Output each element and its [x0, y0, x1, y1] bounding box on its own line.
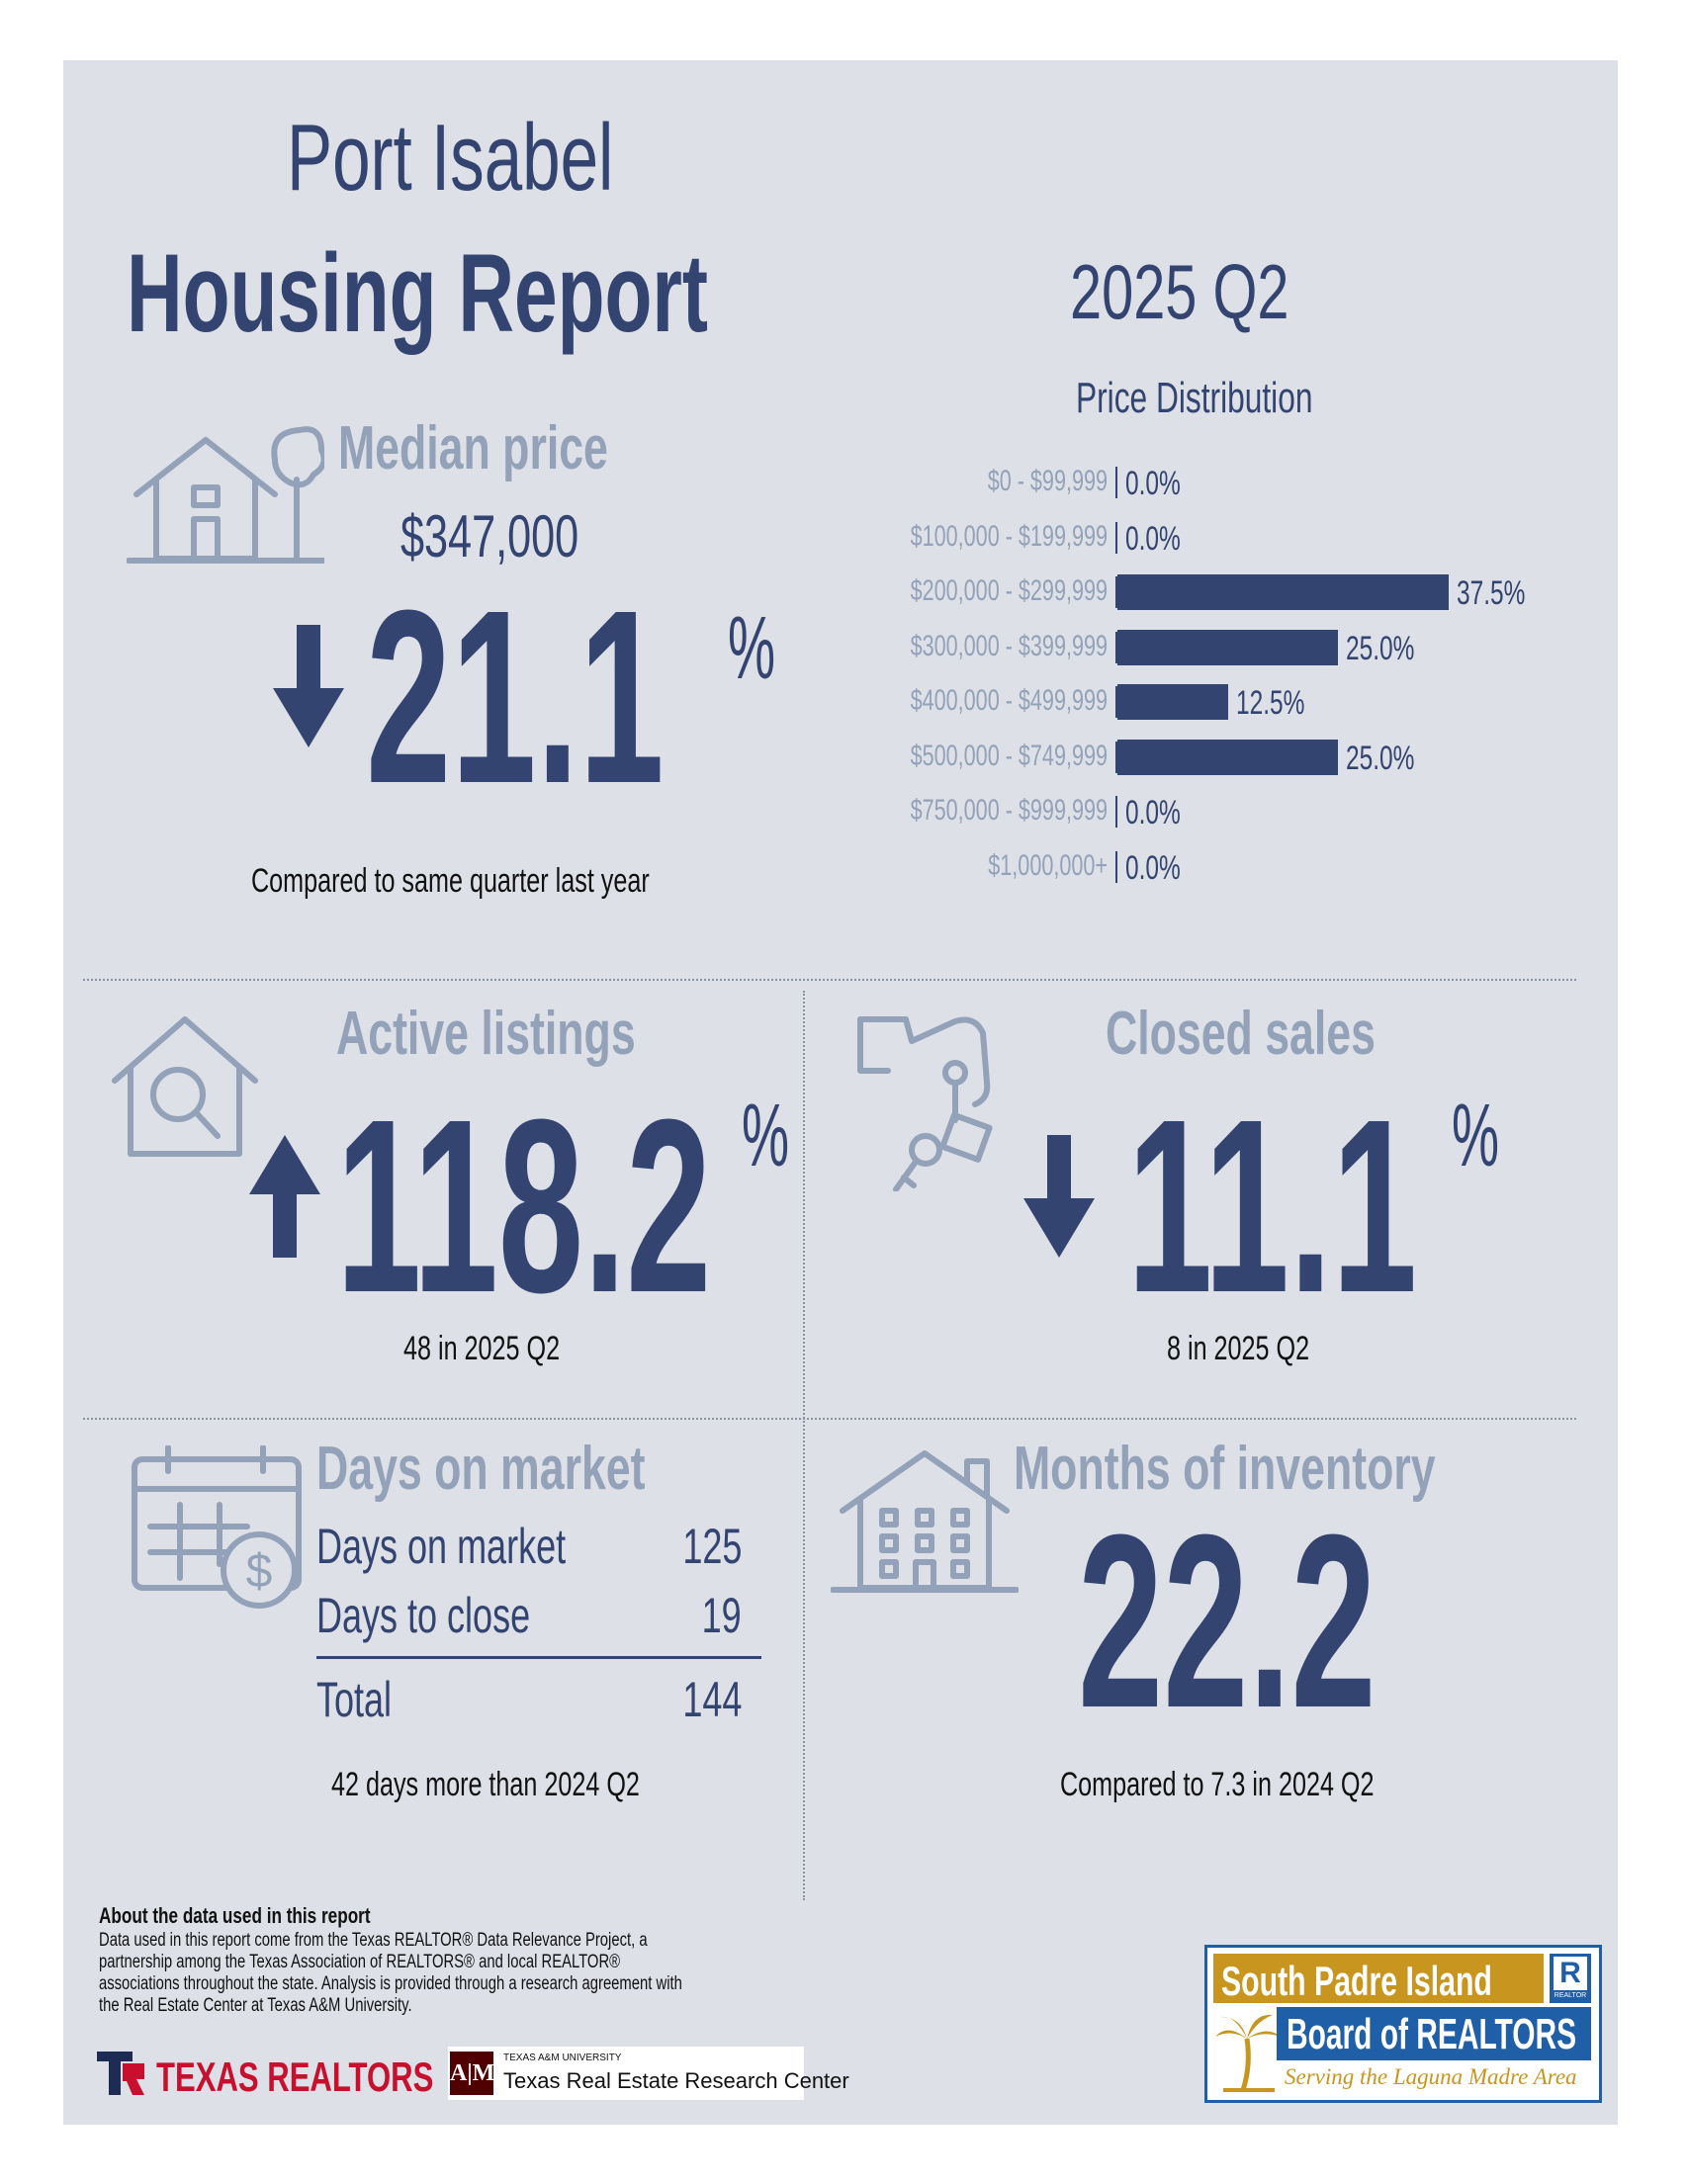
price-distribution-category-label: $750,000 - $999,999 — [910, 794, 1108, 827]
house-tree-icon — [127, 426, 324, 564]
price-distribution-value-label: 25.0% — [1346, 739, 1415, 777]
about-heading: About the data used in this report — [99, 1903, 371, 1928]
price-distribution-category-label: $300,000 - $399,999 — [910, 629, 1108, 662]
price-distribution-axis-tick — [1115, 796, 1117, 828]
about-text: Data used in this report come from the T… — [99, 1930, 682, 2016]
price-distribution-bar — [1117, 629, 1339, 665]
price-distribution-value-label: 0.0% — [1125, 519, 1181, 558]
days-on-market-label: Days on market — [316, 1519, 567, 1574]
price-distribution-category-label: $500,000 - $749,999 — [910, 739, 1108, 772]
report-title: Housing Report — [127, 231, 708, 355]
arrow-down-icon — [1023, 1135, 1095, 1258]
apartment-building-icon — [831, 1450, 1019, 1593]
divider-vertical — [803, 991, 805, 1900]
texas-realtors-wordmark: TEXAS REALTORS — [156, 2053, 434, 2100]
price-distribution-row: $300,000 - $399,999 25.0% — [821, 628, 1572, 667]
spi-gold-band — [1213, 1954, 1544, 2003]
price-distribution-row: $400,000 - $499,999 12.5% — [821, 682, 1572, 722]
months-inventory-heading: Months of inventory — [1014, 1435, 1436, 1503]
hand-keys-icon — [857, 1016, 993, 1191]
tamu-center-label: Texas Real Estate Research Center — [503, 2068, 849, 2093]
price-distribution-axis-tick — [1115, 686, 1117, 718]
days-on-market-note: 42 days more than 2024 Q2 — [331, 1766, 640, 1803]
report-panel — [63, 60, 1618, 2125]
closed-sales-pct: % — [1452, 1087, 1500, 1185]
price-distribution-bar — [1117, 574, 1449, 610]
price-distribution-value-label: 0.0% — [1125, 848, 1181, 887]
calendar-money-icon: $ — [132, 1445, 302, 1609]
price-distribution-row: $0 - $99,999 0.0% — [821, 463, 1572, 502]
days-on-market-value: 125 — [681, 1519, 742, 1574]
arrow-up-icon — [249, 1135, 320, 1258]
tamu-atm-icon: A|M — [450, 2052, 494, 2095]
median-price-heading: Median price — [338, 414, 608, 482]
price-distribution-axis-tick — [1115, 576, 1117, 608]
price-distribution-value-label: 0.0% — [1125, 465, 1181, 502]
price-distribution-value-label: 12.5% — [1235, 684, 1305, 722]
tamu-logo: A|M TEXAS A&M UNIVERSITY Texas Real Esta… — [448, 2047, 849, 2100]
report-period: 2025 Q2 — [1070, 248, 1289, 335]
months-inventory-note: Compared to 7.3 in 2024 Q2 — [1060, 1766, 1375, 1803]
price-distribution-value-label: 37.5% — [1457, 574, 1526, 612]
closed-sales-change: 11.1 — [1127, 1068, 1418, 1344]
svg-text:$: $ — [246, 1545, 273, 1598]
palm-tree-icon — [1213, 2011, 1283, 2092]
price-distribution-row: $750,000 - $999,999 0.0% — [821, 792, 1572, 831]
days-to-close-value: 19 — [701, 1588, 742, 1643]
median-price-change: 21.1 — [366, 559, 665, 834]
price-distribution-category-label: $0 - $99,999 — [987, 465, 1108, 497]
days-to-close-label: Days to close — [316, 1588, 531, 1643]
spi-board-logo: South Padre Island R REALTOR Board of RE… — [1204, 1945, 1602, 2103]
price-distribution-value-label: 0.0% — [1125, 794, 1181, 831]
spi-blue-band — [1277, 2007, 1591, 2060]
median-price-note: Compared to same quarter last year — [251, 862, 650, 900]
active-listings-heading: Active listings — [336, 1000, 636, 1068]
spi-line2: Board of REALTORS — [1287, 2010, 1577, 2058]
total-value: 144 — [681, 1672, 742, 1727]
price-distribution-value-label: 25.0% — [1346, 629, 1415, 667]
days-on-market-heading: Days on market — [316, 1435, 646, 1503]
price-distribution-category-label: $400,000 - $499,999 — [910, 684, 1108, 717]
price-distribution-bar — [1117, 684, 1228, 720]
active-listings-note: 48 in 2025 Q2 — [403, 1330, 561, 1367]
realtor-r-icon: R REALTOR — [1550, 1954, 1591, 2003]
active-listings-pct: % — [742, 1087, 790, 1185]
price-distribution-category-label: $100,000 - $199,999 — [910, 519, 1108, 553]
spi-line1: South Padre Island — [1221, 1958, 1492, 2004]
price-distribution-row: $100,000 - $199,999 0.0% — [821, 518, 1572, 558]
price-distribution-category-label: $1,000,000+ — [988, 848, 1108, 882]
price-distribution-row: $500,000 - $749,999 25.0% — [821, 738, 1572, 777]
texas-realtors-mark-icon — [97, 2052, 144, 2095]
months-inventory-value: 22.2 — [1078, 1483, 1377, 1759]
report-title-city: Port Isabel — [287, 105, 614, 211]
realtor-r-label: REALTOR — [1554, 1992, 1587, 1999]
price-distribution-row: $200,000 - $299,999 37.5% — [821, 572, 1572, 612]
price-distribution-category-label: $200,000 - $299,999 — [910, 574, 1108, 607]
texas-realtors-logo: TEXAS REALTORS — [97, 2050, 433, 2100]
closed-sales-heading: Closed sales — [1106, 1000, 1376, 1068]
divider-horizontal-top — [83, 979, 1576, 981]
active-listings-change: 118.2 — [336, 1068, 712, 1344]
price-distribution-axis-tick — [1115, 741, 1117, 773]
price-distribution-bar — [1117, 739, 1339, 775]
tamu-university-label: TEXAS A&M UNIVERSITY — [503, 2053, 622, 2063]
arrow-down-icon — [273, 625, 344, 747]
price-distribution-axis-tick — [1115, 631, 1117, 663]
price-distribution-row: $1,000,000+ 0.0% — [821, 847, 1572, 887]
spi-tagline: Serving the Laguna Madre Area — [1285, 2064, 1577, 2089]
house-search-icon — [112, 1016, 258, 1157]
divider-horizontal-middle — [83, 1418, 1576, 1420]
price-distribution-axis-tick — [1115, 850, 1117, 883]
total-rule — [316, 1656, 761, 1659]
closed-sales-note: 8 in 2025 Q2 — [1167, 1330, 1310, 1367]
median-price-pct: % — [728, 599, 776, 698]
price-distribution-axis-tick — [1115, 467, 1117, 498]
price-distribution-axis-tick — [1115, 521, 1117, 554]
total-label: Total — [316, 1672, 393, 1727]
median-price-value: $347,000 — [400, 503, 579, 569]
price-distribution-title: Price Distribution — [1076, 374, 1313, 422]
